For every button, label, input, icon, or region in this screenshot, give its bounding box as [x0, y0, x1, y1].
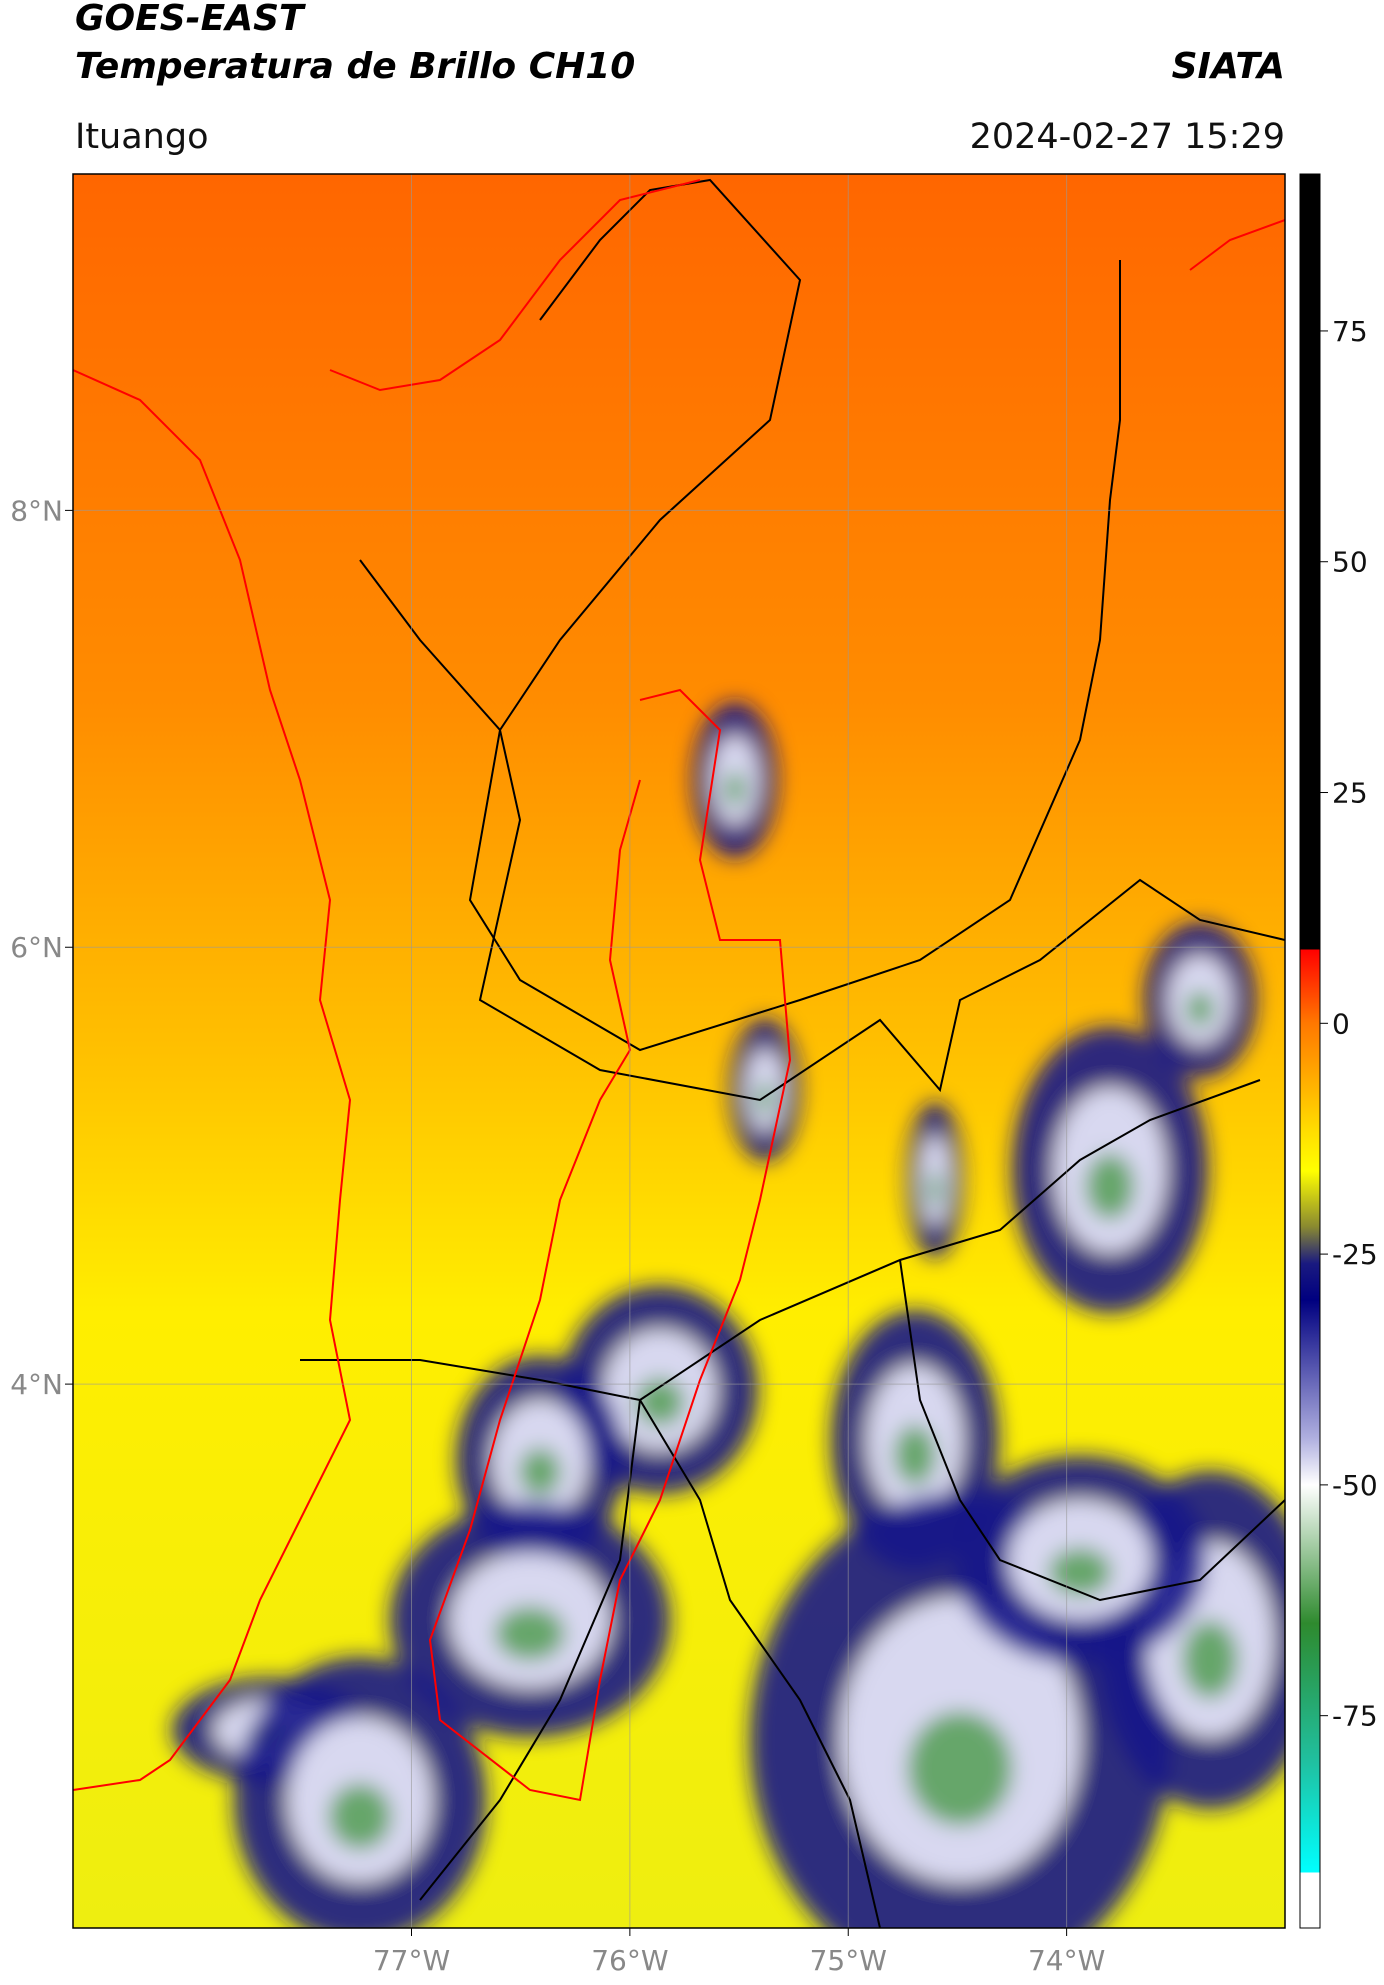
cloud-core: [928, 1171, 942, 1207]
border: [639, 1079, 1261, 1401]
x-tick-label: 75°W: [810, 1944, 887, 1977]
y-tick-label: 6°N: [10, 931, 63, 964]
subtitle: Temperatura de Brillo CH10: [75, 46, 635, 87]
colorbar-tick-label: 50: [1332, 546, 1368, 579]
coast: [73, 369, 352, 1791]
agency: SIATA: [1172, 46, 1285, 87]
ituango-outline: [428, 688, 792, 1802]
colorbar-ticks: -75 -50 -25 0 25 50 75: [1320, 315, 1378, 1733]
border: [899, 1259, 1285, 1602]
y-tick-label: 8°N: [10, 494, 63, 527]
colorbar-tick-label: 0: [1332, 1007, 1350, 1040]
cloud-core: [1186, 991, 1214, 1027]
cloud-core: [519, 1448, 561, 1496]
cloud-core: [756, 1081, 774, 1115]
border: [468, 178, 1121, 1052]
border: [359, 559, 1285, 1102]
map-frame: [72, 173, 1286, 1929]
border: [419, 1399, 641, 1901]
x-tick-label: 74°W: [1028, 1944, 1105, 1977]
cloud-core: [495, 1606, 565, 1661]
cloud-core: [328, 1783, 392, 1850]
coastline: [73, 179, 1285, 1791]
coast: [329, 179, 701, 392]
cloud-core: [907, 1711, 1013, 1826]
cloud-core: [1085, 1153, 1135, 1220]
x-tick-label: 77°W: [373, 1944, 450, 1977]
cloud-core: [724, 771, 746, 807]
timestamp: 2024-02-27 15:29: [970, 117, 1285, 157]
cloud-core: [635, 1378, 685, 1426]
map-area: [73, 174, 1285, 1928]
location: Ituango: [75, 117, 209, 157]
colorbar: [1299, 173, 1321, 1929]
cloud-core: [1048, 1548, 1112, 1596]
coast: [1189, 219, 1285, 271]
border: [300, 1359, 881, 1928]
colorbar-tick-label: -75: [1332, 1700, 1378, 1733]
ticks: 77°W 76°W 75°W 74°W 4°N 6°N 8°N: [10, 494, 1105, 1977]
colorbar-tick-label: -50: [1332, 1469, 1378, 1502]
colorbar-tick-label: -25: [1332, 1238, 1378, 1271]
colorbar-tick-label: 25: [1332, 777, 1368, 810]
x-tick-label: 76°W: [591, 1944, 668, 1977]
grid: [73, 174, 1285, 1928]
colorbar-tick-label: 75: [1332, 315, 1368, 348]
cloud-core: [894, 1425, 936, 1485]
borders: [300, 178, 1285, 1928]
cloud-core: [1182, 1620, 1238, 1699]
y-tick-label: 4°N: [10, 1368, 63, 1401]
title: GOES-EAST: [75, 0, 306, 39]
